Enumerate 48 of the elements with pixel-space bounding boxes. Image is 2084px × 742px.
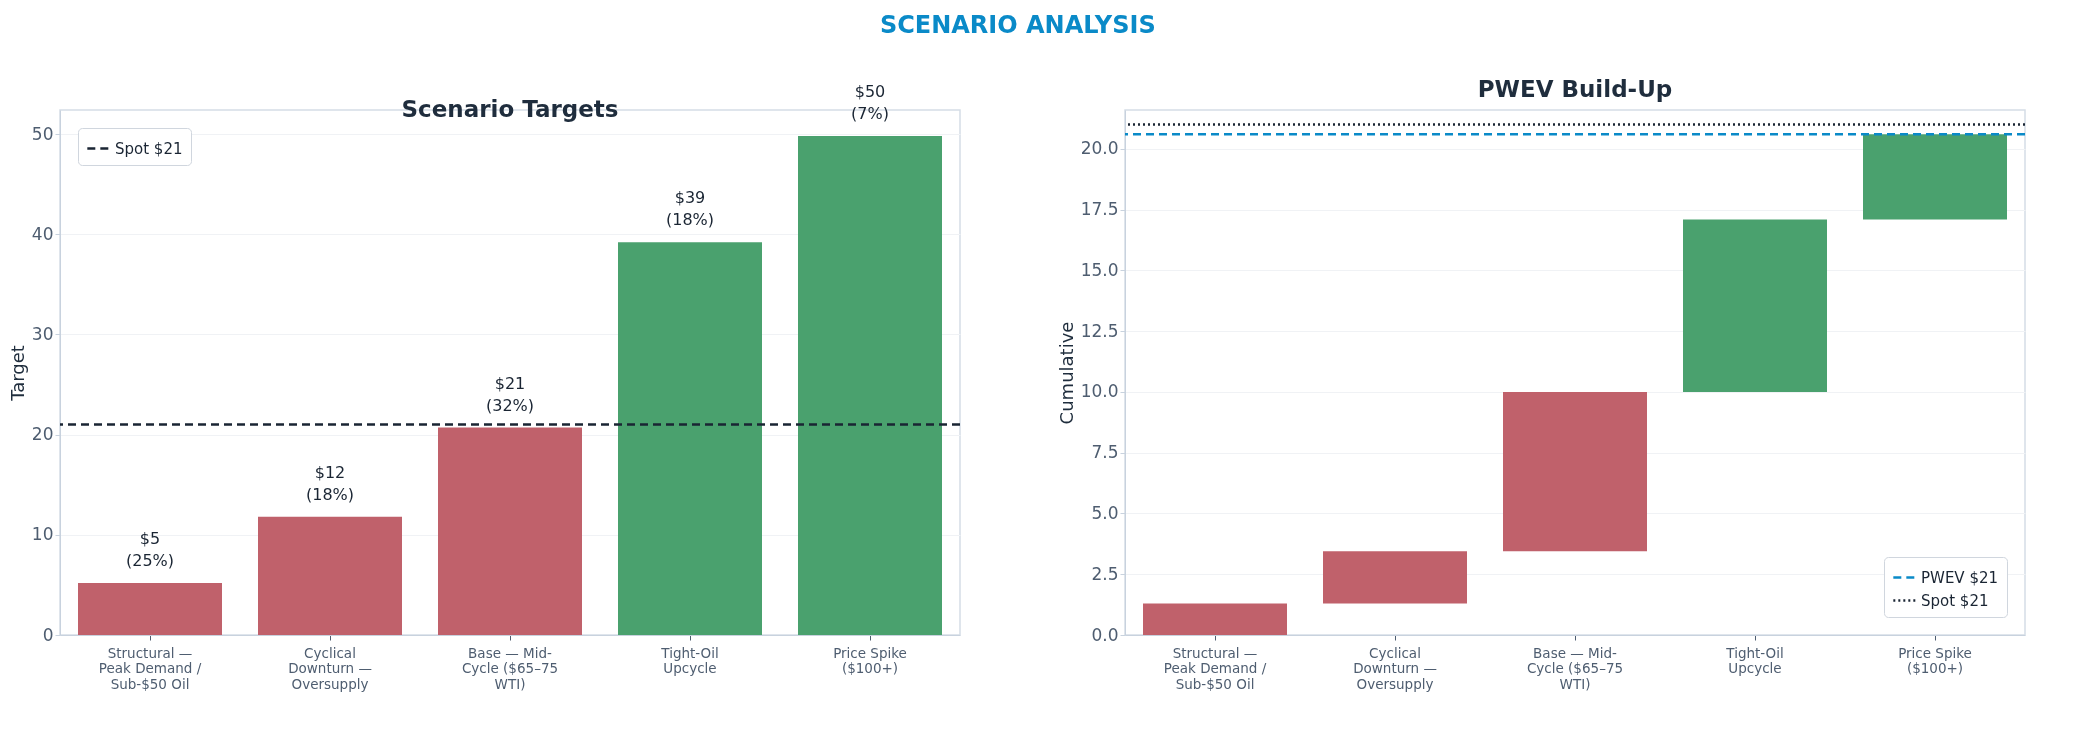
data-label: $39 (18%) [665, 188, 715, 230]
y-tick-label: 2.5 [1091, 563, 1119, 584]
bar [258, 516, 402, 635]
x-tick-label: Tight-Oil Upcycle [660, 644, 719, 676]
x-tick-label: Cyclical Downturn — Oversupply [1353, 644, 1437, 692]
bar [1863, 134, 2007, 220]
data-label: $50 (7%) [851, 82, 889, 124]
y-tick-label: 7.5 [1091, 442, 1119, 463]
chart-title: Scenario Targets [401, 96, 619, 123]
chart-title: PWEV Build-Up [1477, 76, 1673, 102]
x-tick-label: Structural — Peak Demand / Sub-$50 Oil [1163, 644, 1267, 692]
y-tick-label: 12.5 [1080, 320, 1119, 341]
y-tick-label: 40 [31, 223, 54, 244]
legend-label: Spot $21 [1921, 591, 1989, 610]
bar [1143, 603, 1287, 635]
x-tick-label: Tight-Oil Upcycle [1725, 644, 1784, 676]
y-tick-label: 5.0 [1091, 502, 1119, 523]
x-tick-label: Cyclical Downturn — Oversupply [288, 644, 372, 692]
y-tick-label: 0 [42, 624, 54, 645]
x-tick-label: Base — Mid-Cycle ($65–75 WTI) [461, 644, 559, 692]
y-tick-label: 15.0 [1080, 259, 1119, 280]
y-tick-label: 20 [31, 424, 54, 445]
y-tick-label: 10.0 [1080, 381, 1119, 402]
y-tick-label: 10 [31, 524, 54, 545]
x-tick-label: Base — Mid-Cycle ($65–75 WTI) [1526, 644, 1624, 692]
bar [1503, 391, 1647, 552]
legend-label: Spot $21 [115, 139, 183, 158]
y-tick-label: 50 [31, 123, 54, 144]
data-label: $5 (25%) [125, 528, 175, 570]
x-tick-label: Price Spike ($100+) [1898, 644, 1972, 676]
y-axis-title: Target [6, 345, 28, 402]
y-tick-label: 30 [31, 323, 54, 344]
x-tick-label: Structural — Peak Demand / Sub-$50 Oil [98, 644, 202, 692]
y-tick-label: 17.5 [1080, 199, 1119, 220]
bar [438, 427, 582, 635]
bar [798, 136, 942, 635]
bar [1683, 219, 1827, 392]
y-axis-title: Cumulative [1055, 321, 1077, 425]
bar [1323, 551, 1467, 604]
x-tick-label: Price Spike ($100+) [833, 644, 907, 676]
data-label: $21 (32%) [485, 373, 535, 415]
y-tick-label: 0.0 [1091, 624, 1119, 645]
text: SCENARIO ANALYSIS [879, 11, 1156, 40]
y-tick-label: 20.0 [1080, 138, 1119, 159]
data-label: $12 (18%) [305, 462, 355, 504]
bar [618, 242, 762, 635]
bar [78, 582, 222, 635]
legend-label: PWEV $21 [1921, 568, 1999, 587]
